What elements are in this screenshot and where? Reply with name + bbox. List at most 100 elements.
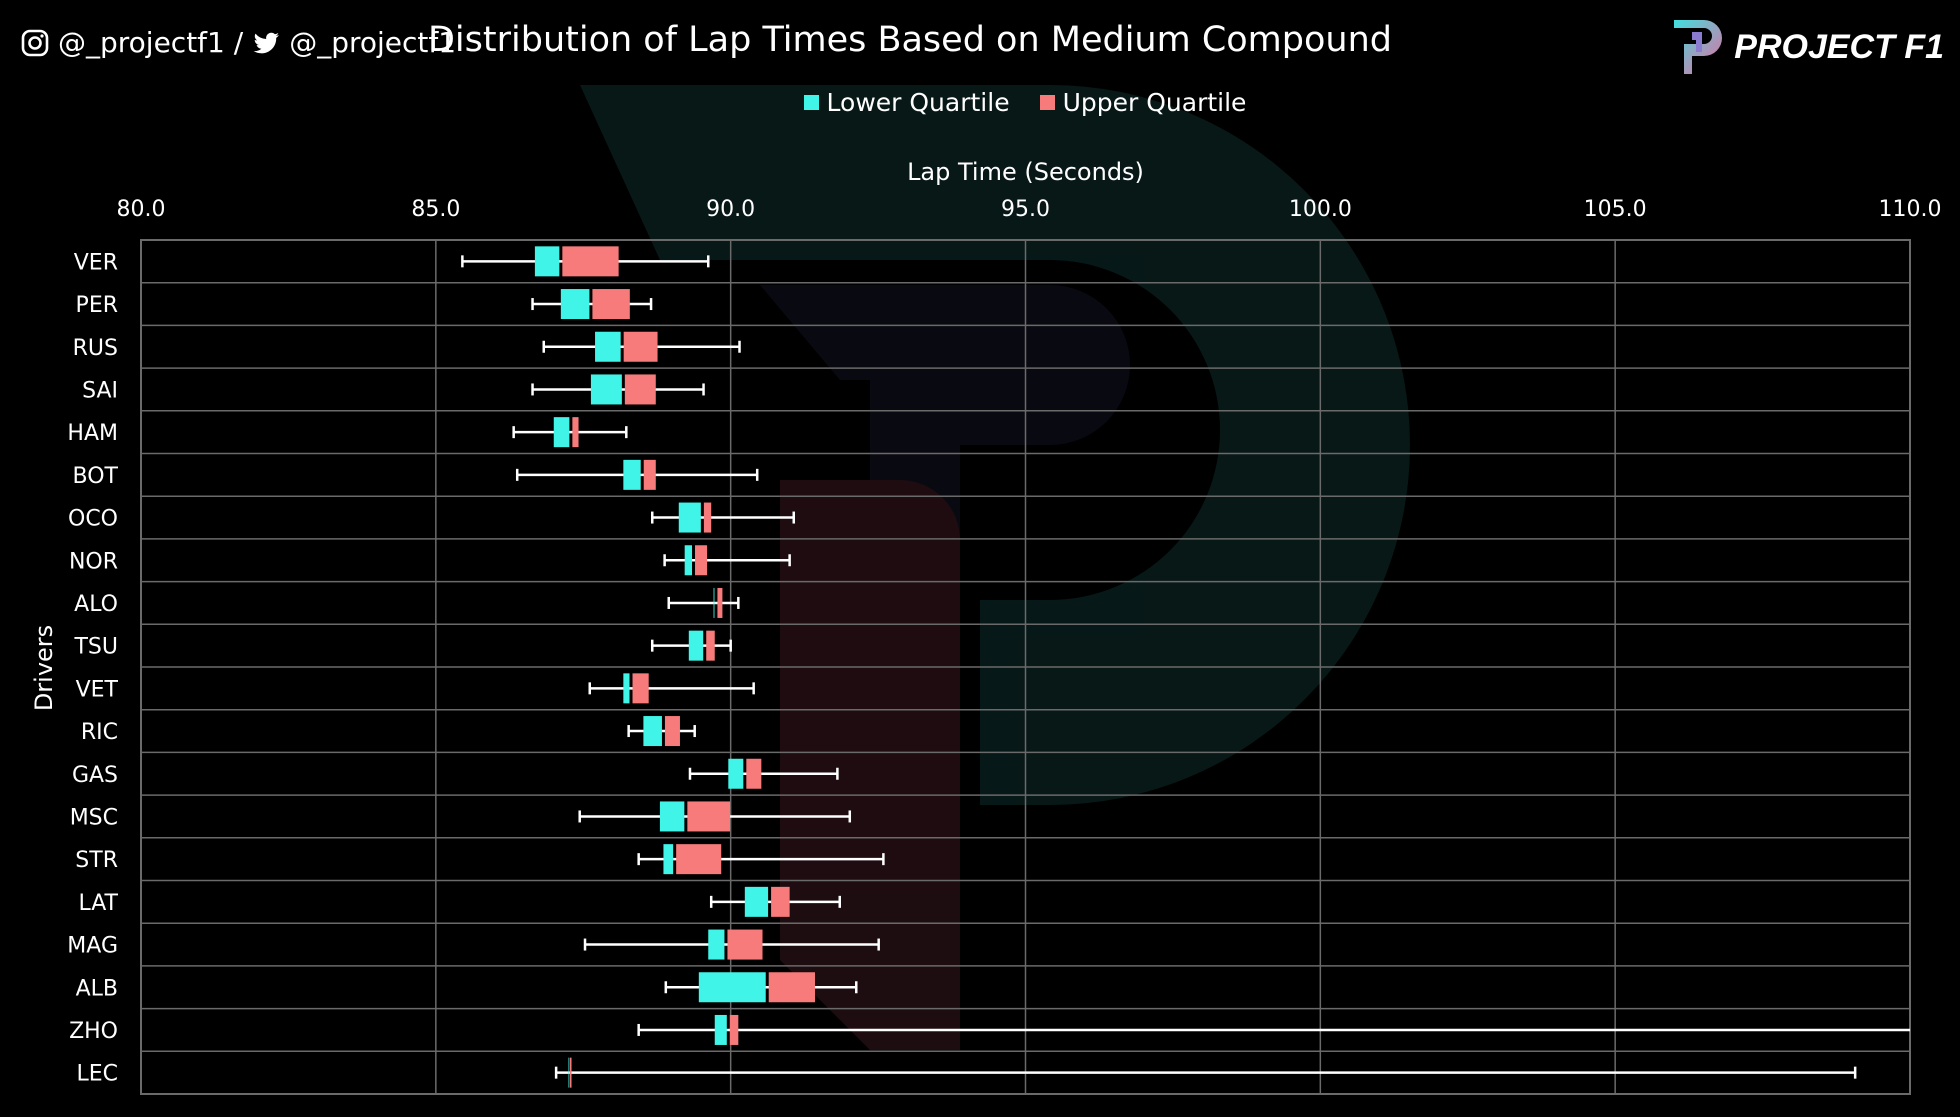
box-gas [688,758,839,789]
y-tick-label-tsu: TSU [73,635,118,660]
social-handles: @_projectf1 / @_projectf1 [20,26,456,59]
lower-quartile-box [659,801,685,832]
y-tick-label-ric: RIC [81,720,118,745]
lower-quartile-box [643,716,662,747]
upper-quartile-box [643,459,656,490]
box-ric [627,716,696,747]
chart-title: Distribution of Lap Times Based on Mediu… [427,20,1392,60]
y-axis-label: Drivers [30,624,58,712]
y-tick-label-alb: ALB [76,976,118,1001]
watermark-shape [780,480,960,1050]
y-tick-label-nor: NOR [69,549,118,574]
upper-quartile-box [664,716,680,747]
lower-quartile-box [663,844,674,875]
project-f1-logo-icon [1674,20,1723,74]
lower-quartile-box [714,1014,727,1045]
upper-quartile-swatch [1039,95,1055,110]
lower-quartile-box [534,246,560,277]
box-ver [461,246,710,277]
box-sai [531,374,705,405]
y-tick-label-bot: BOT [73,464,119,489]
instagram-icon [21,29,49,56]
upper-quartile-box [729,1014,739,1045]
x-tick-label: 100.0 [1289,197,1352,222]
lower-quartile-box [688,630,704,661]
lower-quartile-box [744,886,769,917]
legend-upper-quartile[interactable]: Upper Quartile [1039,88,1246,117]
x-tick-label: 90.0 [706,197,755,222]
x-tick-label: 95.0 [1001,197,1050,222]
box-zho [637,1014,1910,1045]
y-tick-label-per: PER [76,293,118,318]
upper-quartile-box [570,1057,572,1088]
instagram-handle[interactable]: @_projectf1 / [58,26,244,59]
y-tick-label-mag: MAG [67,934,118,959]
logo-text: PROJECT F1 [1734,27,1944,66]
box-bot [515,459,759,490]
twitter-icon [253,32,280,53]
box-nor [663,545,791,576]
legend-label: Lower Quartile [826,88,1010,117]
lower-quartile-box [590,374,622,405]
x-tick-label: 80.0 [117,197,166,222]
lower-quartile-box [623,673,630,704]
legend-lower-quartile[interactable]: Lower Quartile [803,88,1010,117]
upper-quartile-box [768,972,815,1003]
y-tick-label-lec: LEC [76,1062,118,1087]
lower-quartile-box [728,758,744,789]
box-oco [650,502,796,533]
y-tick-label-sai: SAI [82,378,118,403]
lower-quartile-box [595,331,621,362]
upper-quartile-box [706,630,715,661]
box-alo [667,587,740,618]
y-tick-label-alo: ALO [74,592,118,617]
box-rus [542,331,741,362]
lower-quartile-swatch [803,95,819,110]
upper-quartile-box [727,929,763,960]
lower-quartile-box [568,1057,570,1088]
upper-quartile-box [562,246,619,277]
upper-quartile-box [695,545,708,576]
x-tick-label: 105.0 [1584,197,1647,222]
y-tick-label-ver: VER [74,250,118,275]
legend: Lower Quartile Upper Quartile [0,88,1960,117]
upper-quartile-box [632,673,649,704]
lower-quartile-box [678,502,701,533]
y-tick-label-vet: VET [76,677,119,702]
upper-quartile-box [717,587,723,618]
lower-quartile-box [623,459,641,490]
upper-quartile-box [623,331,658,362]
upper-quartile-box [687,801,731,832]
box-msc [578,801,852,832]
upper-quartile-box [572,417,579,448]
box-tsu [650,630,732,661]
box-lec [554,1057,1857,1088]
y-tick-label-rus: RUS [73,336,118,361]
lower-quartile-box [560,289,590,320]
x-tick-label: 85.0 [411,197,460,222]
box-ham [512,417,628,448]
box-alb [664,972,858,1003]
lower-quartile-box [698,972,766,1003]
y-tick-label-ham: HAM [67,421,118,446]
twitter-handle[interactable]: @_projectf1 [289,26,457,59]
upper-quartile-box [703,502,712,533]
y-tick-label-msc: MSC [70,805,118,830]
upper-quartile-box [771,886,790,917]
y-tick-label-oco: OCO [68,507,118,532]
upper-quartile-box [746,758,762,789]
upper-quartile-box [676,844,722,875]
y-tick-label-lat: LAT [78,891,118,916]
lower-quartile-box [684,545,693,576]
watermark-shape [760,285,1130,580]
x-axis-label: Lap Time (Seconds) [907,158,1144,186]
y-tick-label-str: STR [75,848,118,873]
y-tick-label-zho: ZHO [69,1019,118,1044]
lower-quartile-box [713,587,715,618]
box-mag [583,929,880,960]
upper-quartile-box [592,289,630,320]
box-vet [588,673,755,704]
project-f1-logo: PROJECT F1 [1670,16,1944,78]
x-tick-label: 110.0 [1879,197,1942,222]
